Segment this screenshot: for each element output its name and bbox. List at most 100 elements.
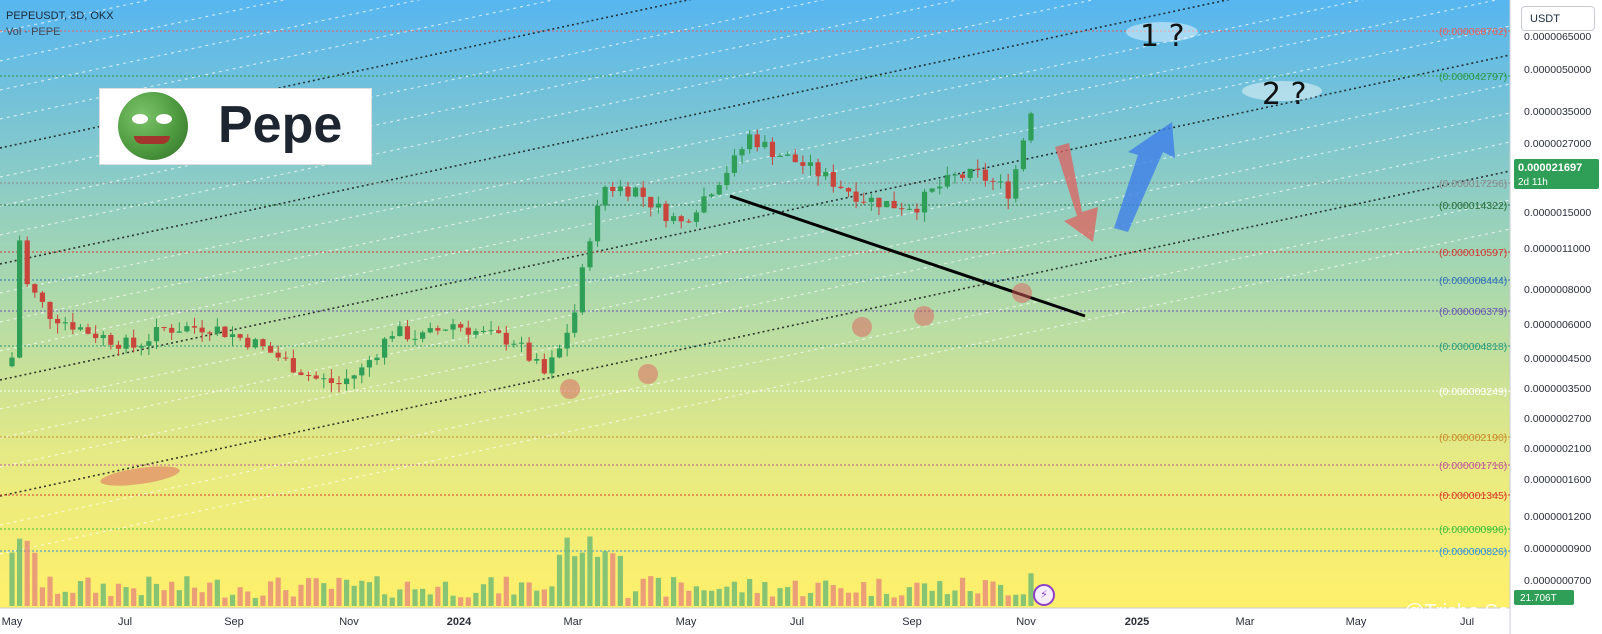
- candle-body: [62, 322, 68, 324]
- candle-body: [442, 329, 449, 331]
- volume-bar: [321, 583, 327, 606]
- volume-bar: [975, 593, 981, 606]
- candle-body: [709, 194, 715, 197]
- volume-bar: [100, 583, 106, 606]
- last-price-tag: 0.000021697 2d 11h 21.706T: [1514, 159, 1599, 605]
- volume-bar: [412, 589, 418, 606]
- candle-body: [982, 169, 988, 181]
- symbol-title: PEPEUSDT, 3D, OKX: [6, 10, 114, 22]
- candle-body: [534, 359, 540, 361]
- volume-bar: [336, 577, 342, 606]
- time-axis-labels: May Jul Sep Nov 2024 Mar May Jul Sep Nov 2025 Mar Ma…: [2, 616, 1474, 628]
- candle-body: [123, 337, 129, 349]
- volume-bar: [17, 538, 23, 606]
- candle-body: [199, 327, 205, 333]
- candle-body: [876, 197, 882, 208]
- volume-bar: [298, 584, 304, 606]
- volume-bar: [404, 581, 411, 606]
- candle-body: [625, 186, 631, 197]
- channel-line: [0, 0, 1364, 294]
- volume-bar: [191, 587, 198, 606]
- candle-body: [298, 372, 304, 376]
- last-price-countdown: 2d 11h: [1518, 177, 1548, 188]
- y-tick-label: 0.0000002100: [1524, 443, 1591, 455]
- volume-bar: [435, 586, 441, 606]
- candle-body: [739, 149, 745, 156]
- candle-body: [648, 196, 654, 208]
- candle-body: [952, 174, 958, 176]
- volume-bar: [526, 582, 532, 606]
- candle-body: [275, 352, 281, 358]
- candle-body: [480, 330, 487, 332]
- y-tick-label: 0.0000035000: [1524, 106, 1591, 118]
- touch-point-marker: [852, 317, 872, 337]
- candle-body: [838, 186, 844, 189]
- candle-body: [412, 338, 418, 340]
- volume-bar: [899, 595, 905, 606]
- volume-bar: [952, 590, 958, 606]
- time-axis-panel: [0, 608, 1602, 634]
- volume-bar: [815, 582, 821, 606]
- candle-body: [473, 331, 479, 335]
- y-tick-label: 0.0000001200: [1524, 511, 1591, 523]
- candle-body: [785, 154, 791, 156]
- candle-body: [587, 241, 593, 268]
- x-tick-label: Nov: [339, 616, 359, 628]
- volume-bar: [442, 581, 449, 606]
- y-tick-label: 0.0000000900: [1524, 543, 1591, 555]
- candle-body: [853, 191, 859, 202]
- currency-button[interactable]: USDT: [1521, 6, 1595, 31]
- volume-bar: [982, 580, 988, 606]
- volume-bar: [701, 590, 707, 606]
- candle-body: [229, 334, 236, 338]
- level-label: (0.000000826): [1439, 546, 1507, 558]
- parallel-channel-lines: [0, 0, 1511, 497]
- up-arrow: [1114, 122, 1175, 232]
- price-axis-panel: [1510, 0, 1602, 634]
- volume-bar: [503, 576, 509, 606]
- candle-body: [245, 337, 251, 348]
- y-tick-label: 0.0000004500: [1524, 353, 1591, 365]
- volume-bar: [747, 578, 753, 606]
- candle-body: [556, 348, 563, 358]
- volume-bar: [891, 597, 897, 606]
- candle-body: [328, 378, 334, 384]
- candle-body: [313, 375, 319, 379]
- volume-bar: [944, 594, 950, 606]
- volume-bar: [382, 594, 388, 606]
- candle-body: [32, 284, 38, 293]
- volume-bar: [853, 592, 859, 606]
- candle-body: [769, 141, 776, 158]
- candle-body: [579, 267, 585, 313]
- down-arrow: [1055, 143, 1098, 242]
- volume-bar: [115, 583, 122, 606]
- candle-body: [845, 188, 852, 192]
- candle-body: [161, 327, 167, 329]
- candle-body: [252, 339, 258, 348]
- volume-bar: [883, 593, 890, 606]
- candle-body: [526, 342, 532, 361]
- candle-body: [176, 331, 182, 333]
- candle-body: [678, 216, 684, 222]
- volume-bar: [207, 582, 213, 606]
- lightning-icon[interactable]: ⚡: [1033, 584, 1055, 606]
- candle-body: [55, 318, 61, 324]
- candle-body: [115, 344, 122, 349]
- y-tick-label: 0.0000003500: [1524, 383, 1591, 395]
- volume-bar: [959, 577, 966, 606]
- volume-bar: [800, 596, 806, 606]
- volume-bar: [861, 582, 867, 606]
- volume-bar: [997, 584, 1004, 606]
- candle-body: [937, 186, 943, 189]
- volume-bar: [420, 588, 426, 606]
- y-tick-label: 0.0000000700: [1524, 575, 1591, 587]
- candle-body: [359, 367, 365, 376]
- y-tick-label: 0.0000015000: [1524, 207, 1591, 219]
- volume-bar: [366, 582, 373, 606]
- volume-bar: [807, 592, 814, 606]
- candle-body: [861, 201, 867, 203]
- candle-body: [191, 326, 198, 328]
- candle-body: [655, 203, 661, 208]
- candle-body: [967, 168, 973, 178]
